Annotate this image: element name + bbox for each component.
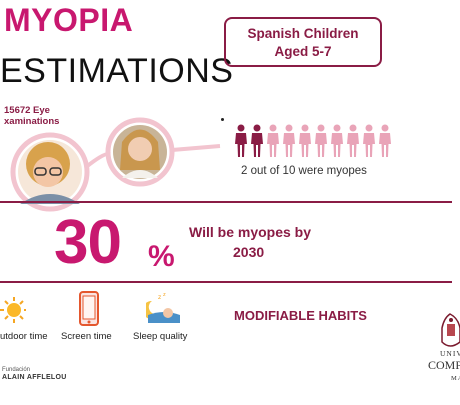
habit-label-screen: Screen time <box>61 331 112 342</box>
person-icon <box>283 124 295 157</box>
university-crest-logo <box>441 313 460 347</box>
divider-top <box>0 201 452 203</box>
person-icon <box>315 124 327 157</box>
svg-text:z: z <box>158 294 161 301</box>
myopes-ratio-caption: 2 out of 10 were myopes <box>241 165 367 177</box>
university-name-line-3: MA <box>451 375 460 382</box>
child-photo-right <box>113 125 167 179</box>
sleep-icon: z z <box>146 292 180 323</box>
university-name-line-1: UNIV <box>440 349 460 358</box>
projection-year: 2030 <box>233 244 265 260</box>
habit-label-outdoor: utdoor time <box>0 331 48 342</box>
person-icon-myope <box>235 124 247 157</box>
title-myopia: MYOPIA <box>4 2 134 38</box>
fundacion-name: ALAIN AFFLELOU <box>2 374 67 381</box>
projection-value: 30 <box>54 208 122 277</box>
habit-label-sleep: Sleep quality <box>133 331 188 342</box>
population-pictogram <box>234 124 392 158</box>
glasses-illustration <box>10 117 221 212</box>
person-icon <box>363 124 375 157</box>
person-icon <box>379 124 391 157</box>
exam-count-line-2: xaminations <box>4 116 60 127</box>
decorative-dot <box>221 118 224 121</box>
sun-icon <box>0 297 26 323</box>
badge-line-1: Spanish Children <box>247 26 359 41</box>
smartphone-icon <box>79 291 99 326</box>
badge-line-2: Aged 5-7 <box>274 44 332 59</box>
divider-bottom <box>0 281 452 283</box>
projection-unit: % <box>148 240 175 273</box>
fundacion-label: Fundación <box>2 367 31 373</box>
projection-text: Will be myopes by <box>189 224 312 240</box>
person-icon <box>347 124 359 157</box>
svg-text:z: z <box>163 292 166 298</box>
modifiable-habits-heading: MODIFIABLE HABITS <box>234 308 367 323</box>
child-photo-left <box>18 140 82 204</box>
university-name-line-2: COMPL <box>428 358 460 372</box>
exam-count-line-1: 15672 Eye <box>4 105 50 116</box>
exam-count: 15672 Eye xaminations <box>4 105 59 127</box>
person-icon <box>299 124 311 157</box>
person-icon <box>331 124 343 157</box>
person-icon <box>267 124 279 157</box>
population-badge: Spanish Children Aged 5-7 <box>224 17 382 67</box>
title-estimations: ESTIMATIONS <box>0 52 234 90</box>
person-icon-myope <box>251 124 263 157</box>
